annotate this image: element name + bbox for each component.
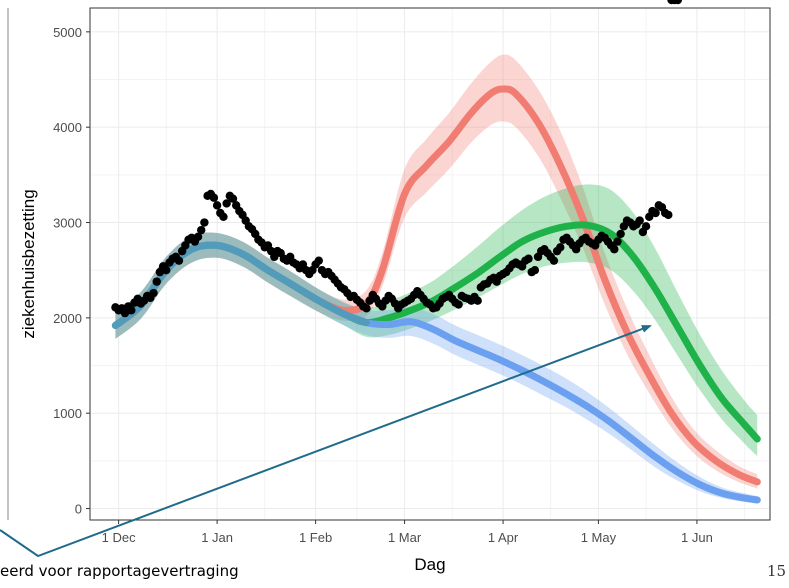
data-point bbox=[197, 225, 206, 235]
x-tick-label: 1 Apr bbox=[488, 530, 519, 545]
page-number: 15 bbox=[767, 562, 787, 580]
x-tick-label: 1 Mar bbox=[388, 530, 422, 545]
x-tick-label: 1 Dec bbox=[102, 530, 136, 545]
data-point bbox=[222, 199, 231, 208]
y-tick-label: 0 bbox=[75, 502, 82, 517]
data-point bbox=[127, 306, 136, 315]
data-point bbox=[635, 216, 644, 225]
data-point bbox=[524, 254, 533, 263]
y-tick-labels: 0 1000 2000 3000 4000 5000 bbox=[53, 25, 82, 517]
data-point bbox=[454, 300, 463, 309]
data-point bbox=[610, 245, 619, 254]
data-point bbox=[556, 243, 565, 252]
data-point bbox=[200, 218, 209, 227]
data-point bbox=[613, 237, 622, 246]
data-point bbox=[616, 229, 625, 239]
plot-panel bbox=[89, 7, 771, 521]
data-point bbox=[209, 193, 219, 202]
annotation-arrow bbox=[0, 325, 652, 558]
x-tick-label: 1 Feb bbox=[299, 530, 332, 545]
x-tick-labels: 1 Dec 1 Jan 1 Feb 1 Mar 1 Apr 1 May 1 Jun bbox=[102, 530, 713, 545]
data-point bbox=[530, 265, 540, 275]
y-axis-title: ziekenhuisbezetting bbox=[19, 189, 38, 338]
data-point bbox=[228, 194, 238, 203]
footer-text: eerd voor rapportagevertraging bbox=[0, 562, 239, 580]
data-point bbox=[314, 256, 323, 265]
y-tick-label: 1000 bbox=[53, 406, 82, 421]
x-tick-label: 1 Jan bbox=[201, 530, 233, 545]
observed-points bbox=[111, 0, 683, 318]
data-point bbox=[152, 277, 161, 286]
data-point bbox=[641, 222, 651, 231]
data-point bbox=[174, 256, 184, 265]
data-point bbox=[473, 296, 482, 305]
data-point bbox=[120, 308, 130, 318]
data-point bbox=[149, 288, 158, 298]
y-tick-label: 3000 bbox=[53, 216, 82, 231]
data-point bbox=[193, 232, 203, 242]
data-point bbox=[362, 304, 371, 313]
arrow-line bbox=[0, 325, 652, 558]
y-tick-label: 2000 bbox=[53, 311, 82, 326]
y-tick-label: 4000 bbox=[53, 120, 82, 135]
x-tick-label: 1 Jun bbox=[681, 530, 713, 545]
data-point bbox=[219, 212, 228, 222]
x-tick-label: 1 May bbox=[581, 530, 617, 545]
x-axis-title: Dag bbox=[414, 555, 445, 574]
data-point bbox=[651, 208, 660, 218]
data-point bbox=[673, 0, 683, 5]
data-point bbox=[664, 210, 673, 220]
y-tick-label: 5000 bbox=[53, 25, 82, 40]
data-point bbox=[549, 256, 559, 265]
data-point bbox=[162, 265, 171, 275]
data-point bbox=[212, 201, 222, 210]
